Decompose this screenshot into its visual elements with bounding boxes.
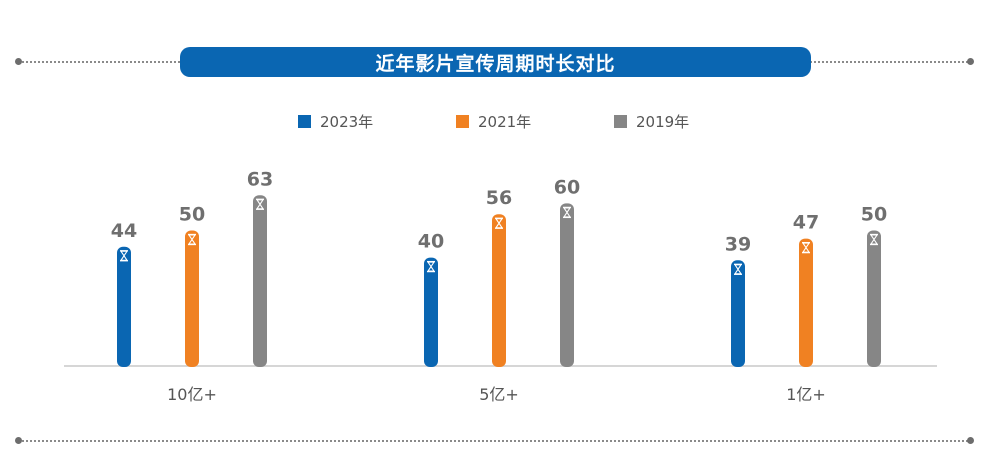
hourglass-icon (733, 263, 743, 275)
category-label-1: 5亿+ (479, 385, 519, 404)
value-label-2019-1: 60 (554, 176, 580, 198)
bar-2021-1 (492, 214, 506, 367)
legend-item-2023: 2023年 (298, 111, 373, 132)
category-label-0: 10亿+ (167, 385, 217, 404)
value-label-2023-1: 40 (418, 231, 444, 253)
bar-2021-2 (799, 238, 813, 367)
chart-marks: 44 50 63 10亿+ 40 56 60 5亿+ 39 47 50 1亿+ (111, 168, 887, 404)
top-divider-left-dot (15, 58, 22, 65)
legend-item-2021: 2021年 (456, 111, 531, 132)
legend: 2023年 2021年 2019年 (0, 111, 982, 135)
value-label-2023-0: 44 (111, 220, 137, 242)
legend-label-2023: 2023年 (320, 113, 374, 131)
value-label-2021-1: 56 (486, 187, 512, 209)
bottom-dotted-divider (18, 440, 972, 442)
hourglass-icon (187, 233, 197, 246)
hourglass-icon (801, 241, 811, 254)
hourglass-icon (869, 233, 879, 246)
bar-2023-2 (731, 260, 745, 367)
legend-label-2019: 2019年 (636, 113, 690, 131)
value-label-2021-0: 50 (179, 204, 205, 226)
chart-title-banner: 近年影片宣传周期时长对比 (180, 47, 811, 77)
top-divider-right-dot (967, 58, 974, 65)
value-label-2019-0: 63 (247, 168, 273, 190)
hourglass-icon (562, 206, 572, 219)
category-label-2: 1亿+ (786, 385, 826, 404)
bar-2019-2 (867, 230, 881, 367)
legend-swatch-2021 (456, 115, 469, 128)
bottom-divider-right-dot (967, 437, 974, 444)
bottom-divider-left-dot (15, 437, 22, 444)
legend-swatch-2019 (614, 115, 627, 128)
bar-2023-0 (117, 246, 131, 367)
legend-item-2019: 2019年 (614, 111, 689, 132)
hourglass-icon (255, 198, 265, 210)
value-label-2023-2: 39 (725, 233, 751, 255)
hourglass-icon (426, 260, 436, 273)
bar-2021-0 (185, 230, 199, 367)
chart-title: 近年影片宣传周期时长对比 (375, 52, 616, 75)
bar-2019-1 (560, 203, 574, 367)
legend-swatch-2023 (298, 115, 311, 128)
bar-2023-1 (424, 257, 438, 367)
hourglass-icon (119, 250, 129, 262)
value-label-2019-2: 50 (861, 204, 887, 226)
bar-2019-0 (253, 195, 267, 367)
legend-label-2021: 2021年 (478, 113, 532, 131)
hourglass-icon (494, 217, 504, 229)
value-label-2021-2: 47 (793, 212, 819, 234)
